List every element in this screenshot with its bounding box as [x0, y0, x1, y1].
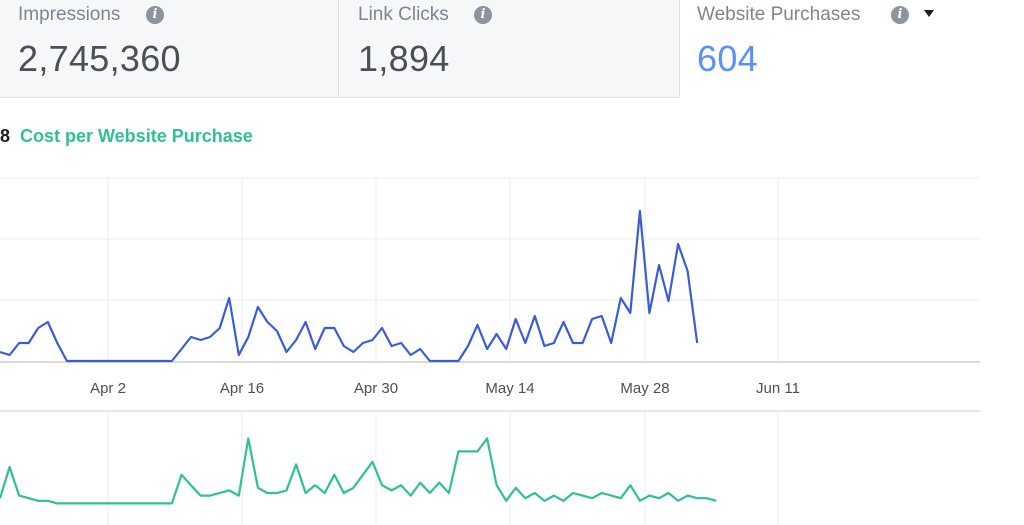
- x-tick-label: May 28: [620, 380, 669, 397]
- website-purchases-card[interactable]: Website Purchases i 604: [680, 0, 1024, 100]
- website-purchases-label: Website Purchases: [697, 4, 861, 25]
- x-tick-label: Apr 2: [90, 380, 126, 397]
- x-tick-label: May 14: [485, 380, 534, 397]
- x-tick-label: Jun 11: [756, 380, 800, 397]
- x-tick-label: Apr 16: [220, 380, 264, 397]
- legend-series-label[interactable]: Cost per Website Purchase: [20, 126, 253, 146]
- metrics-bar: Impressions i 2,745,360 Link Clicks i 1,…: [0, 0, 1024, 100]
- impressions-value: 2,745,360: [18, 38, 181, 79]
- info-icon[interactable]: i: [146, 6, 164, 24]
- impressions-label: Impressions: [18, 4, 121, 25]
- legend-prefix: 8: [0, 126, 11, 146]
- link-clicks-value: 1,894: [358, 38, 450, 79]
- caret-down-icon[interactable]: [924, 10, 934, 17]
- link-clicks-label: Link Clicks: [358, 4, 449, 25]
- series-line-blue: [0, 209, 699, 363]
- x-tick-label: Apr 30: [354, 380, 398, 397]
- info-icon[interactable]: i: [474, 6, 492, 24]
- link-clicks-card[interactable]: Link Clicks i 1,894: [339, 0, 680, 98]
- impressions-card[interactable]: Impressions i 2,745,360: [0, 0, 339, 98]
- series-line-cost-per-purchase: [0, 437, 717, 505]
- website-purchases-value: 604: [697, 38, 758, 79]
- info-icon[interactable]: i: [891, 6, 909, 24]
